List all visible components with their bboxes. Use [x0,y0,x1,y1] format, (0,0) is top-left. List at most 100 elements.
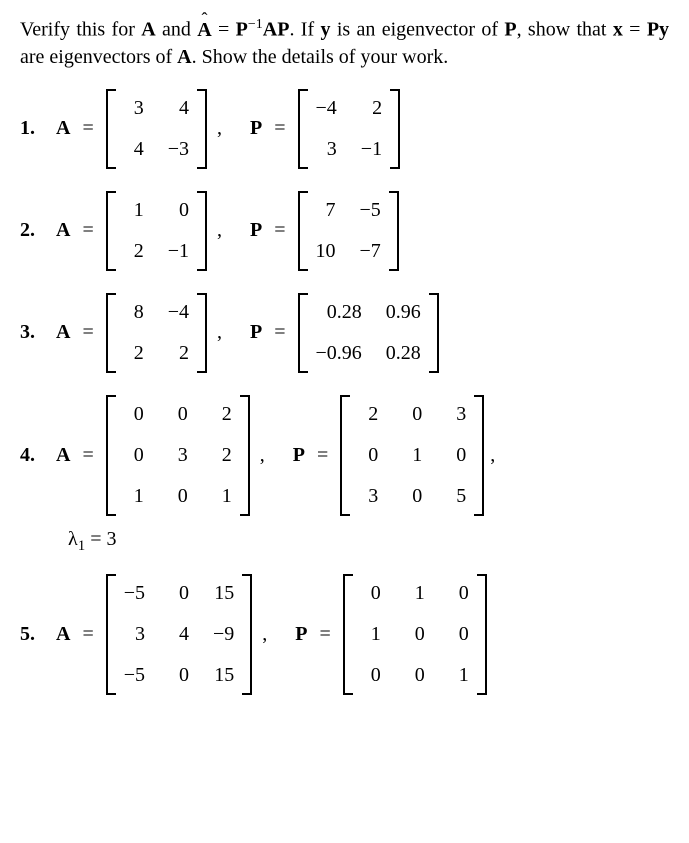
matrix-cell: 1 [212,483,232,510]
matrix-cell: 0.28 [386,340,421,367]
matrix-cell: −5 [360,197,381,224]
matrix: 8−422 [106,293,207,373]
matrix-cell: 0 [402,483,422,510]
t: of [481,19,504,41]
problem-number: 1. [20,115,48,142]
matrix-cell: 5 [446,483,466,510]
hat-symbol: ˆ [201,7,207,31]
problem-5: 5.A=−501534−9−5015,P=010100001 [20,574,669,695]
math-row: A=002032101,P=203010305, [56,395,495,516]
matrix-cell: 0.96 [386,299,421,326]
matrix-cell: −9 [213,621,234,648]
left-bracket [106,574,116,695]
matrix-cell: 1 [361,621,381,648]
matrix-cell: 2 [361,95,382,122]
matrix-grid: −501534−9−5015 [116,574,243,695]
t: = [212,19,236,41]
matrix-cell: 0 [124,442,144,469]
problems-list: 1.A=344−3,P=−423−12.A=102−1,P=7−510−73.A… [20,89,669,695]
label-P: P [250,319,262,346]
t: details of your work. [282,46,449,68]
matrix-grid: 102−1 [116,191,197,271]
sym-A2: A [263,19,277,41]
matrix-cell: 0 [361,580,381,607]
matrix-cell: 0 [449,580,469,607]
t: , show that [517,19,613,41]
matrix-cell: 1 [405,580,425,607]
matrix-cell: −3 [168,136,189,163]
matrix-cell: 0 [168,483,188,510]
equals: = [274,115,285,142]
matrix-cell: 3 [316,136,337,163]
problem-number: 2. [20,217,48,244]
matrix-cell: −0.96 [316,340,362,367]
sym-P3: P [504,19,516,41]
equals: = [82,319,93,346]
matrix-cell: −4 [316,95,337,122]
matrix-cell: 2 [124,238,144,265]
comma: , [217,217,222,244]
matrix-cell: 15 [213,662,234,689]
problem-4: 4.A=002032101,P=203010305, [20,395,669,516]
trailing-comma: , [490,442,495,469]
t: . Show the [192,46,277,68]
math-row: A=8−422,P=0.280.96−0.960.28 [56,293,439,373]
matrix-cell: 0 [169,580,189,607]
matrix-cell: 1 [402,442,422,469]
label-A: A [56,115,70,142]
equals: = [317,442,328,469]
matrix-cell: −1 [361,136,382,163]
equals: = [82,621,93,648]
problem-2: 2.A=102−1,P=7−510−7 [20,191,669,271]
label-A: A [56,319,70,346]
equals: = [274,319,285,346]
matrix-cell: 0 [361,662,381,689]
problem-extra: λ1 = 3 [68,526,669,556]
matrix-cell: 8 [124,299,144,326]
matrix-grid: 203010305 [350,395,474,516]
left-bracket [298,89,308,169]
equals: = [82,442,93,469]
matrix: 7−510−7 [298,191,399,271]
matrix-cell: 1 [449,662,469,689]
equals: = [82,115,93,142]
left-bracket [343,574,353,695]
matrix-cell: 4 [168,95,189,122]
sym-P4: P [647,19,659,41]
left-bracket [106,89,116,169]
matrix-cell: 0 [168,401,188,428]
sym-y2: y [659,19,669,41]
matrix-cell: −5 [124,662,145,689]
lambda-val: = 3 [85,528,116,550]
t: Verify this for [20,19,141,41]
label-P: P [250,217,262,244]
right-bracket [197,293,207,373]
matrix-cell: 3 [124,621,145,648]
matrix-cell: 0 [168,197,189,224]
matrix-cell: −5 [124,580,145,607]
label-P: P [295,621,307,648]
left-bracket [106,191,116,271]
math-row: A=−501534−9−5015,P=010100001 [56,574,487,695]
math-row: A=344−3,P=−423−1 [56,89,400,169]
right-bracket [474,395,484,516]
comma: , [262,621,267,648]
sym-y: y [320,19,330,41]
matrix-cell: 0 [405,621,425,648]
intro-text: Verify this for A and ˆA = P−1AP. If y i… [20,16,669,71]
right-bracket [477,574,487,695]
label-A: A [56,217,70,244]
matrix-cell: 2 [212,401,232,428]
label-A: A [56,442,70,469]
matrix-grid: 0.280.96−0.960.28 [308,293,429,373]
matrix: −4 23 −1 [298,89,401,169]
left-bracket [106,395,116,516]
matrix: 0.280.96−0.960.28 [298,293,439,373]
equals: = [82,217,93,244]
matrix-cell: 4 [124,136,144,163]
sym-x: x [613,19,623,41]
inv-exp: −1 [248,17,263,32]
matrix: 010100001 [343,574,487,695]
problem-number: 4. [20,442,48,469]
matrix: 002032101 [106,395,250,516]
